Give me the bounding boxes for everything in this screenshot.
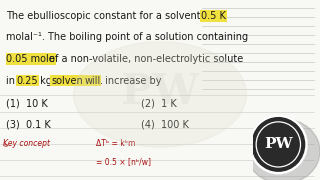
Text: 0.25: 0.25 xyxy=(17,76,38,86)
Text: (3)  0.1 K: (3) 0.1 K xyxy=(6,120,51,130)
Text: will: will xyxy=(84,76,100,86)
Text: (1)  10 K: (1) 10 K xyxy=(6,98,48,108)
Text: kg: kg xyxy=(37,76,55,86)
Text: increase by: increase by xyxy=(102,76,161,86)
Text: Key concept: Key concept xyxy=(3,140,50,148)
Text: molal⁻¹. The boiling point of a solution containing: molal⁻¹. The boiling point of a solution… xyxy=(6,32,249,42)
Text: 0.05 mole: 0.05 mole xyxy=(6,54,55,64)
Text: The ebullioscopic constant for a solvent is: The ebullioscopic constant for a solvent… xyxy=(6,11,215,21)
Text: b: b xyxy=(3,143,7,148)
Text: in: in xyxy=(6,76,19,86)
Text: solvent: solvent xyxy=(51,76,87,86)
Text: of a non-volatile, non-electrolytic solute: of a non-volatile, non-electrolytic solu… xyxy=(46,54,243,64)
Text: (2)  1 K: (2) 1 K xyxy=(141,98,177,108)
Text: ΔTᵇ = kᵇm: ΔTᵇ = kᵇm xyxy=(96,140,135,148)
Text: = 0.5 × [nᵇ/w]: = 0.5 × [nᵇ/w] xyxy=(96,158,151,166)
Text: 0.5 K: 0.5 K xyxy=(201,11,226,21)
Text: (4)  100 K: (4) 100 K xyxy=(141,120,189,130)
